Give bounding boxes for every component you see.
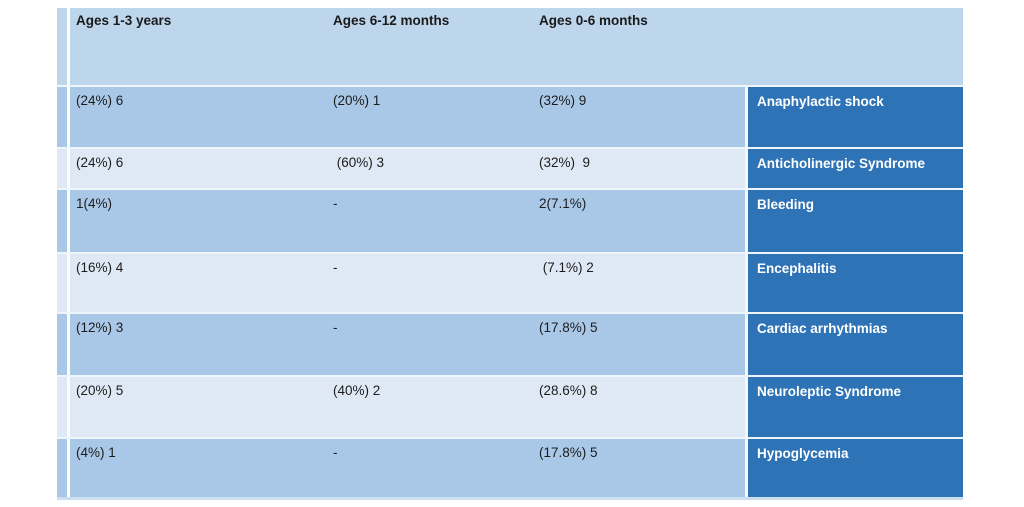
cell-ages-6-12-months: (20%) 1 <box>331 87 536 147</box>
cell-ages-0-6-months: (32%) 9 <box>536 149 745 188</box>
cell-ages-0-6-months: 2(7.1%) <box>536 190 745 252</box>
cell-ages-6-12-months: (60%) 3 <box>331 149 536 188</box>
cell-ages-0-6-months: (32%) 9 <box>536 87 745 147</box>
table-row-hypoglycemia: (4%) 1 - (17.8%) 5 Hypoglycemia <box>57 437 963 497</box>
row-label-condition: Cardiac arrhythmias <box>745 314 963 375</box>
table-row-bleeding: 1(4%) - 2(7.1%) Bleeding <box>57 188 963 252</box>
table-header-row: Ages 1-3 years Ages 6-12 months Ages 0-6… <box>57 8 963 85</box>
left-accent-column <box>57 377 67 437</box>
column-header-ages-1-3-years: Ages 1-3 years <box>67 8 331 85</box>
adverse-events-table: Ages 1-3 years Ages 6-12 months Ages 0-6… <box>57 8 963 500</box>
cell-ages-0-6-months: (17.8%) 5 <box>536 439 745 497</box>
row-label-condition: Hypoglycemia <box>745 439 963 497</box>
cell-ages-0-6-months: (28.6%) 8 <box>536 377 745 437</box>
column-header-ages-0-6-months: Ages 0-6 months <box>536 8 745 85</box>
cell-ages-1-3-years: 1(4%) <box>67 190 331 252</box>
left-accent-column <box>57 439 67 497</box>
table-row-cardiac-arrhythmias: (12%) 3 - (17.8%) 5 Cardiac arrhythmias <box>57 312 963 375</box>
left-accent-column <box>57 254 67 312</box>
cell-ages-1-3-years: (20%) 5 <box>67 377 331 437</box>
row-label-condition: Encephalitis <box>745 254 963 312</box>
row-label-condition: Anaphylactic shock <box>745 87 963 147</box>
cell-ages-6-12-months: - <box>331 190 536 252</box>
cell-ages-6-12-months: - <box>331 254 536 312</box>
cell-ages-1-3-years: (16%) 4 <box>67 254 331 312</box>
left-accent-column <box>57 87 67 147</box>
left-accent-column <box>57 190 67 252</box>
cell-ages-0-6-months: (7.1%) 2 <box>536 254 745 312</box>
row-label-condition: Anticholinergic Syndrome <box>745 149 963 188</box>
cell-ages-1-3-years: (24%) 6 <box>67 149 331 188</box>
table-row-encephalitis: (16%) 4 - (7.1%) 2 Encephalitis <box>57 252 963 312</box>
column-header-blank <box>745 8 963 85</box>
row-label-condition: Neuroleptic Syndrome <box>745 377 963 437</box>
column-header-ages-6-12-months: Ages 6-12 months <box>331 8 536 85</box>
cell-ages-6-12-months: - <box>331 314 536 375</box>
table-row-neuroleptic-syndrome: (20%) 5 (40%) 2 (28.6%) 8 Neuroleptic Sy… <box>57 375 963 437</box>
left-accent-column <box>57 8 67 85</box>
cell-ages-1-3-years: (12%) 3 <box>67 314 331 375</box>
left-accent-column <box>57 314 67 375</box>
cell-ages-6-12-months: (40%) 2 <box>331 377 536 437</box>
cell-ages-6-12-months: - <box>331 439 536 497</box>
row-label-condition: Bleeding <box>745 190 963 252</box>
cell-ages-1-3-years: (4%) 1 <box>67 439 331 497</box>
table-row-anticholinergic-syndrome: (24%) 6 (60%) 3 (32%) 9 Anticholinergic … <box>57 147 963 188</box>
table-row-anaphylactic-shock: (24%) 6 (20%) 1 (32%) 9 Anaphylactic sho… <box>57 85 963 147</box>
cell-ages-0-6-months: (17.8%) 5 <box>536 314 745 375</box>
left-accent-column <box>57 149 67 188</box>
cell-ages-1-3-years: (24%) 6 <box>67 87 331 147</box>
